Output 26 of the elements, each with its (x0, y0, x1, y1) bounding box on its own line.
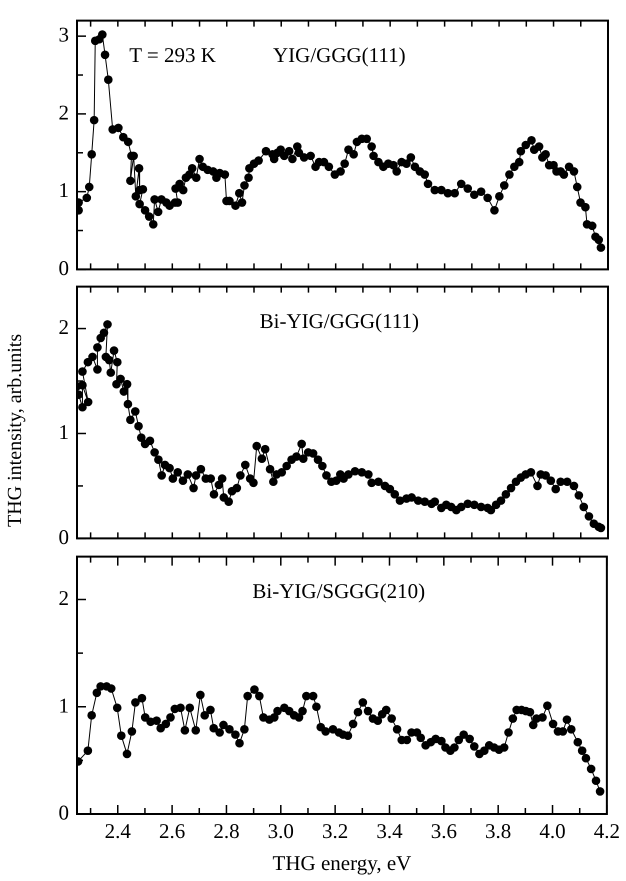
y-tick-label: 1 (58, 420, 69, 444)
y-tick-label: 2 (58, 586, 69, 610)
x-axis-title: THG energy, eV (272, 850, 412, 875)
x-tick-label: 3.2 (322, 819, 348, 844)
y-tick-label: 1 (58, 178, 69, 202)
text: Bi-YIG/GGG(111) (260, 309, 420, 334)
x-tick-label: 3.0 (268, 819, 294, 844)
x-tick-label: 4.0 (539, 819, 566, 844)
x-tick-label: 2.4 (104, 819, 132, 844)
x-tick-label: 3.6 (430, 819, 457, 844)
text: Bi-YIG/SGGG(210) (252, 579, 426, 604)
y-tick-label: 2 (58, 315, 69, 340)
y-tick-label: 1 (58, 693, 69, 718)
y-tick-label: 0 (58, 524, 69, 549)
y-tick-label: 0 (58, 800, 69, 825)
x-tick-label: 4.2 (594, 819, 620, 844)
x-tick-label: 2.8 (213, 819, 240, 844)
x-tick-label: 2.6 (158, 819, 186, 844)
y-tick-label: 0 (58, 256, 69, 280)
x-tick-label: 3.8 (485, 819, 512, 844)
y-axis-title: THG intensity, arb.units (4, 332, 27, 529)
x-tick-label: 3.4 (376, 819, 404, 844)
y-tick-label: 2 (58, 100, 69, 124)
text: YIG/GGG(111) (273, 43, 406, 68)
annotation: T = 293 K (129, 43, 216, 68)
y-tick-label: 3 (58, 22, 69, 47)
